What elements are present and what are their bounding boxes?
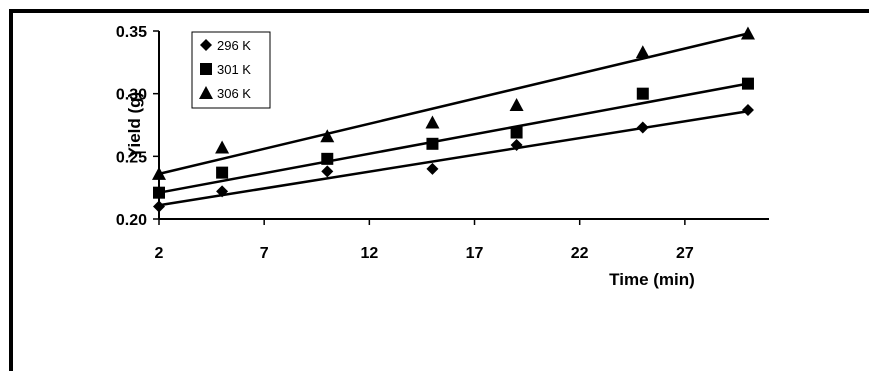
data-point-triangle	[152, 166, 166, 180]
y-tick-label: 0.30	[116, 87, 147, 104]
trend-line-diamond	[158, 109, 749, 207]
data-point-diamond	[741, 103, 754, 116]
data-point-square	[216, 166, 229, 179]
data-point-triangle	[320, 129, 335, 143]
data-point-triangle	[509, 97, 524, 111]
x-tick-label: 22	[571, 245, 589, 262]
y-axis-title: Yield (g)	[125, 92, 144, 158]
axis-ticks: 2 7 12 17 22 270.200.250.300.35	[116, 24, 694, 262]
x-tick-label: 12	[360, 245, 378, 262]
legend-marker-triangle	[199, 86, 213, 99]
data-point-diamond	[216, 185, 229, 198]
data-point-triangle	[740, 26, 755, 40]
x-tick-label: 17	[466, 245, 484, 262]
data-point-square	[321, 152, 334, 165]
data-point-square	[636, 87, 649, 100]
data-point-diamond	[321, 165, 334, 178]
legend-items: 296 K 301 K 306 K	[199, 38, 251, 101]
legend: 296 K 301 K 306 K	[191, 31, 271, 109]
trend-lines	[158, 32, 749, 207]
data-point-diamond	[636, 121, 649, 134]
legend-label: 301 K	[217, 62, 251, 77]
x-tick-label: 7	[260, 245, 269, 262]
data-point-diamond	[426, 162, 439, 175]
legend-label: 296 K	[217, 38, 251, 53]
data-point-triangle	[215, 140, 230, 154]
trend-line-square	[158, 82, 749, 194]
x-axis-title: Time (min)	[609, 270, 695, 289]
data-point-square	[741, 77, 754, 90]
data-point-square	[153, 186, 165, 199]
legend-label: 306 K	[217, 86, 251, 101]
data-point-triangle	[635, 45, 650, 59]
data-point-diamond	[510, 139, 523, 152]
x-tick-label: 2	[155, 245, 164, 262]
y-tick-label: 0.20	[116, 212, 147, 229]
data-point-square	[426, 137, 439, 150]
y-tick-label: 0.25	[116, 149, 147, 166]
data-point-triangle	[425, 115, 440, 129]
figure-border	[9, 9, 869, 376]
trend-line-triangle	[158, 32, 749, 176]
x-tick-label: 27	[676, 245, 694, 262]
data-markers	[152, 26, 755, 213]
y-tick-label: 0.35	[116, 24, 147, 41]
data-point-diamond	[153, 200, 165, 213]
data-point-square	[510, 126, 523, 139]
legend-marker-diamond	[200, 39, 212, 51]
legend-marker-square	[200, 63, 212, 75]
